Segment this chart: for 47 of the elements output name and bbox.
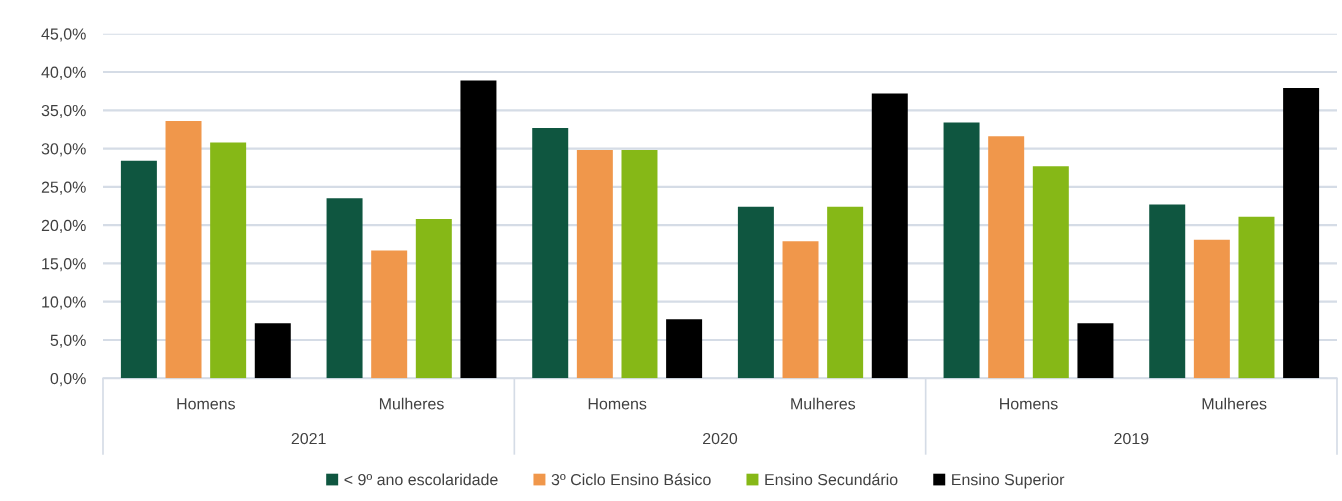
bar <box>210 142 247 379</box>
bar <box>254 323 291 379</box>
bar <box>737 206 774 379</box>
x-tick-label: Homens <box>588 398 647 410</box>
bar <box>666 319 703 379</box>
bar <box>532 127 569 379</box>
bar <box>943 122 980 379</box>
text: 2019 <box>1114 432 1149 445</box>
bar <box>1238 216 1275 379</box>
bar <box>576 150 613 379</box>
bar <box>371 250 408 379</box>
x-tick-label: Mulheres <box>379 397 444 410</box>
y-tick-label: 10,0% <box>42 296 86 310</box>
bar <box>782 241 819 379</box>
bar <box>120 160 157 379</box>
x-tick-label: Homens <box>177 398 235 410</box>
bar <box>1149 204 1186 379</box>
x-tick-label: Mulheres <box>1202 397 1267 410</box>
legend-label: < 9º ano escolaridade <box>344 473 498 486</box>
x-tick-label: Homens <box>1000 398 1058 410</box>
text: 2021 <box>291 432 326 445</box>
y-tick-label: 35,0% <box>41 104 86 119</box>
y-tick-label: 15,0% <box>42 258 86 272</box>
y-tick-label: 25,0% <box>41 181 86 195</box>
y-tick-label: 20,0% <box>41 219 86 233</box>
bar <box>1032 166 1069 379</box>
y-tick-label: 40,0% <box>41 66 86 80</box>
y-tick-label: 5,0% <box>50 334 86 348</box>
bar <box>1283 88 1320 379</box>
text: 2020 <box>703 432 738 445</box>
legend-label: 3º Ciclo Ensino Básico <box>551 473 711 486</box>
bar <box>326 198 363 379</box>
bar <box>1077 323 1114 379</box>
bar <box>165 121 202 379</box>
legend-label: Ensino Secundário <box>765 473 898 486</box>
bar <box>621 150 658 379</box>
x-tick-label: Mulheres <box>791 397 856 410</box>
bar <box>460 80 497 379</box>
y-tick-label: 0,0% <box>50 372 86 387</box>
legend-label: Ensino Superior <box>952 473 1065 489</box>
bar <box>415 219 452 379</box>
y-tick-label: 30,0% <box>41 143 86 157</box>
bar <box>827 206 864 379</box>
bar <box>988 136 1025 379</box>
bar <box>1193 239 1230 379</box>
y-tick-label: 45,0% <box>41 28 86 42</box>
bar <box>871 93 908 379</box>
